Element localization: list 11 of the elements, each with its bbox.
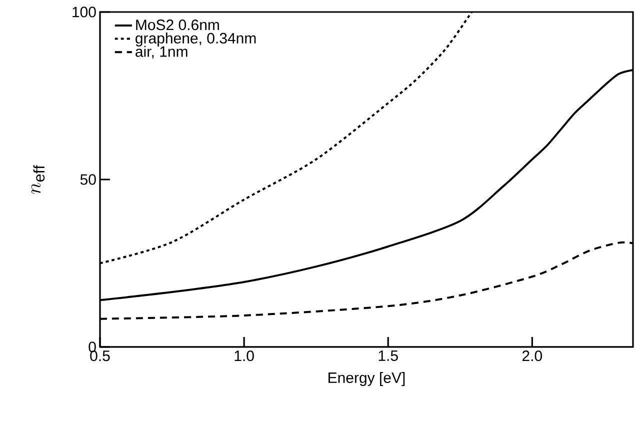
y-tick-label: 100 (72, 6, 96, 18)
legend-label: air, 1nm (136, 46, 188, 59)
legend-label: MoS2 0.6nm (136, 20, 219, 30)
legend-label: graphene, 0.34nm (136, 32, 256, 46)
x-axis-title: Energy [eV] (328, 372, 405, 386)
x-tick-label: 1.0 (234, 350, 254, 362)
x-tick-label: 2.0 (522, 350, 542, 362)
x-tick-label: 1.5 (378, 350, 398, 361)
y-tick-label: 50 (80, 174, 96, 185)
x-tick-label: 0.5 (90, 350, 110, 362)
y-axis-title: $n_{\mathrm{eff}}$ (31, 165, 45, 194)
